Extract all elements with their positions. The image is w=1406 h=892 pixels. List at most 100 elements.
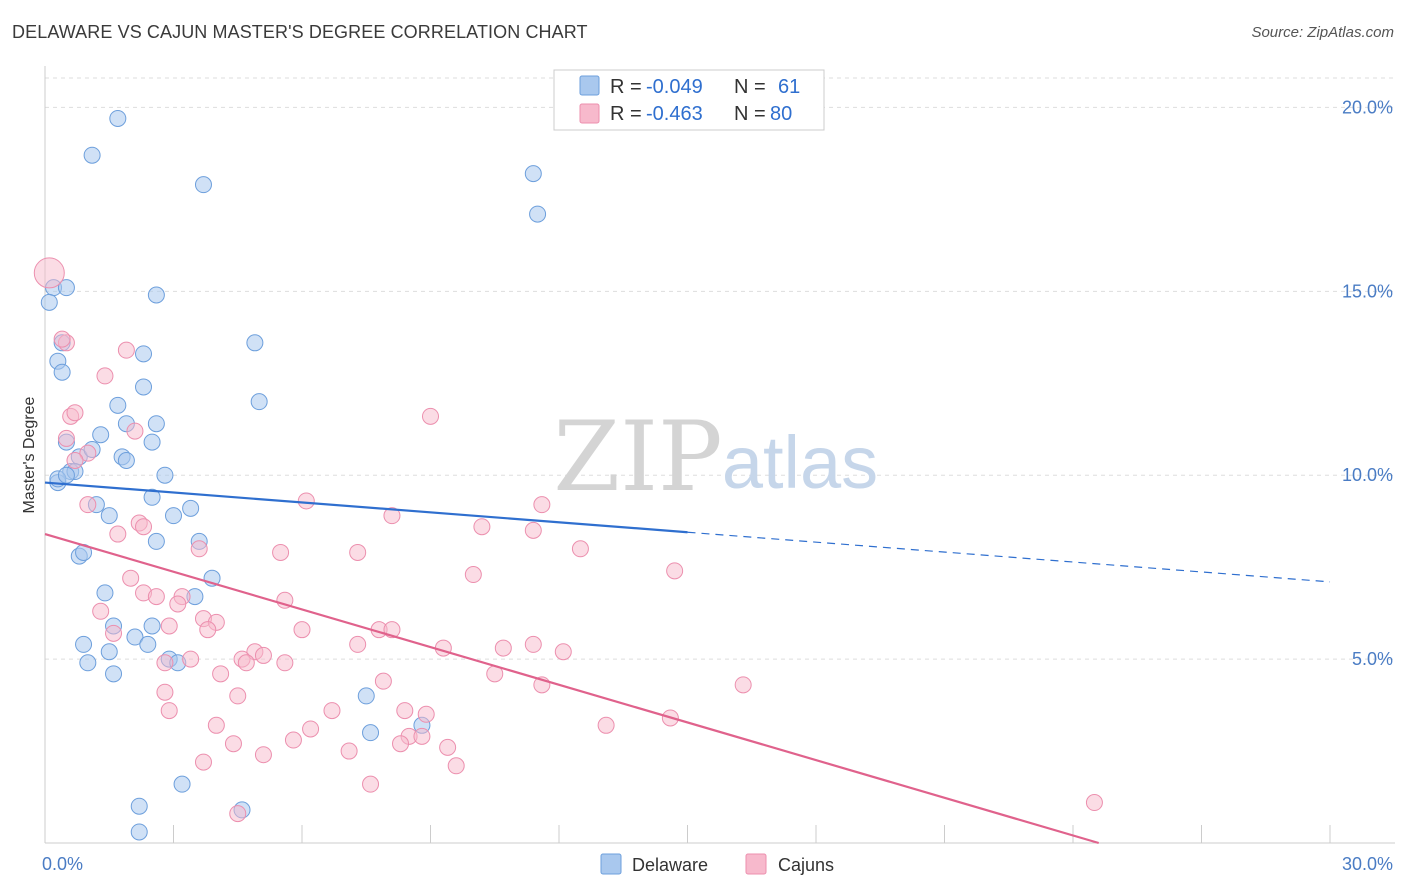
cajuns-point — [156, 654, 174, 672]
bottom-legend-cajuns-swatch — [745, 853, 767, 875]
cajuns-point — [473, 518, 491, 536]
cajuns-point — [349, 635, 367, 653]
cajuns-point — [383, 507, 401, 525]
cajuns-point — [272, 543, 290, 561]
legend-cajuns-swatch — [579, 103, 600, 124]
cajuns-point — [464, 566, 482, 584]
cajuns-point — [413, 727, 431, 745]
y-tick-label: 5.0% — [1352, 649, 1393, 669]
cajuns-point — [147, 588, 165, 606]
y-axis-label: Master's Degree — [21, 396, 38, 513]
delaware-point — [100, 643, 118, 661]
y-tick-label: 10.0% — [1342, 465, 1393, 485]
cajuns-point — [323, 702, 341, 720]
cajuns-point — [79, 496, 97, 514]
delaware-point — [147, 532, 165, 550]
cajuns-point — [126, 422, 144, 440]
cajuns-point — [417, 705, 435, 723]
cajuns-point — [422, 407, 439, 425]
delaware-point — [130, 823, 148, 841]
cajuns-point — [182, 650, 200, 668]
cajuns-point — [66, 452, 84, 469]
delaware-point — [40, 293, 58, 311]
cajuns-point — [190, 540, 208, 558]
delaware-point — [117, 452, 135, 469]
delaware-point — [135, 378, 153, 396]
cajuns-point — [224, 735, 242, 753]
series-cajuns — [33, 257, 1103, 823]
delaware-point — [250, 393, 268, 411]
cajuns-point — [199, 621, 217, 639]
watermark-zip: ZIP — [553, 401, 722, 513]
y-tick-label: 20.0% — [1342, 97, 1393, 117]
delaware-point — [92, 426, 110, 444]
cajuns-point — [254, 646, 272, 664]
cajuns-point — [53, 330, 71, 348]
delaware-point — [100, 507, 118, 525]
delaware-point — [126, 628, 144, 646]
delaware-point — [143, 488, 161, 506]
cajuns-point — [597, 716, 615, 734]
cajuns-point — [237, 654, 255, 672]
delaware-trendline — [44, 481, 688, 534]
cajuns-point — [392, 735, 410, 753]
delaware-point — [83, 146, 101, 164]
cajuns-point — [212, 665, 230, 683]
cajuns-point — [194, 753, 212, 771]
delaware-point — [165, 507, 182, 525]
legend-r-label-delaware: R = — [610, 76, 642, 98]
cajuns-point — [207, 716, 225, 734]
axes — [44, 66, 1395, 844]
trendlines — [44, 481, 1331, 845]
cajuns-point — [524, 521, 542, 539]
cajuns-point — [533, 496, 551, 514]
x-tick-labels: 0.0% 30.0% — [42, 854, 1393, 874]
delaware-point — [357, 687, 375, 705]
delaware-point — [75, 635, 93, 653]
delaware-point — [79, 654, 97, 672]
x-tick-label: 0.0% — [42, 854, 83, 874]
watermark: ZIP atlas — [553, 401, 878, 513]
y-tick-label: 15.0% — [1342, 281, 1393, 301]
delaware-point — [156, 466, 174, 484]
cajuns-point — [96, 367, 114, 385]
cajuns-point — [160, 702, 178, 720]
cajuns-point — [396, 702, 414, 720]
cajuns-point — [66, 404, 84, 422]
legend-r-value-delaware: -0.049 — [646, 76, 703, 98]
x-tick-label: 30.0% — [1342, 854, 1393, 874]
correlation-legend: R = -0.049 N = 61 R = -0.463 N = 80 — [553, 69, 825, 131]
delaware-point — [143, 433, 161, 451]
cajuns-point — [293, 621, 311, 639]
cajuns-point — [254, 746, 272, 764]
cajuns-trendline — [44, 533, 1100, 845]
delaware-point — [362, 724, 380, 742]
cajuns-point — [92, 602, 110, 620]
delaware-point — [109, 109, 127, 127]
cajuns-point — [297, 492, 315, 510]
cajuns-point — [571, 540, 589, 558]
cajuns-point — [276, 654, 294, 672]
delaware-point — [173, 775, 191, 793]
delaware-point — [130, 797, 148, 815]
cajuns-point — [666, 562, 684, 580]
bottom-legend-delaware-label: Delaware — [632, 855, 708, 875]
legend-n-value-cajuns: 80 — [770, 103, 792, 125]
delaware-point — [182, 499, 200, 517]
bottom-legend-delaware-swatch — [600, 853, 622, 875]
cajuns-point — [33, 257, 65, 289]
series-legend: Delaware Cajuns — [600, 853, 834, 875]
delaware-point — [529, 205, 547, 223]
delaware-point — [109, 396, 127, 414]
cajuns-point — [374, 672, 392, 690]
legend-delaware-swatch — [579, 75, 600, 96]
y-tick-labels: 5.0% 10.0% 15.0% 20.0% — [1342, 97, 1393, 669]
cajuns-point — [169, 595, 187, 613]
cajuns-point — [229, 805, 247, 823]
series-delaware — [40, 109, 547, 841]
legend-r-label-cajuns: R = — [610, 103, 642, 125]
cajuns-point — [362, 775, 380, 793]
source-credit: Source: ZipAtlas.com — [1251, 24, 1394, 41]
bottom-legend-cajuns-label: Cajuns — [778, 855, 834, 875]
